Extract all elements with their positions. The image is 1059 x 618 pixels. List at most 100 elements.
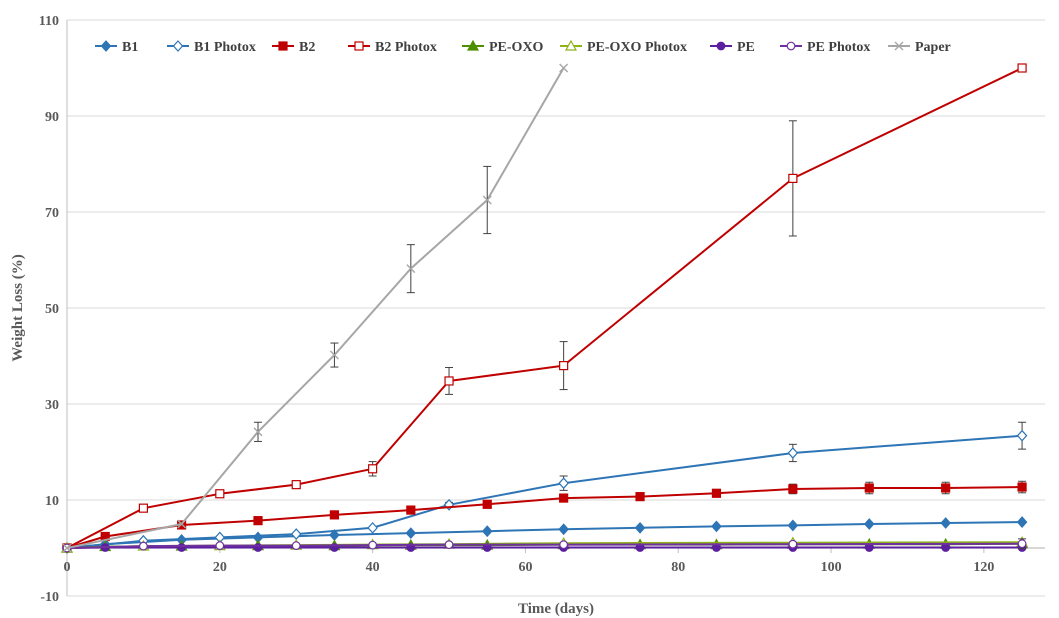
- legend-marker: [894, 41, 904, 51]
- data-point: [368, 464, 378, 474]
- data-point: [253, 427, 263, 437]
- data-point: [1016, 516, 1028, 528]
- data-point: [787, 447, 799, 459]
- legend-label: PE Photox: [807, 40, 870, 55]
- data-point: [635, 492, 645, 502]
- x-tick-label: 100: [821, 560, 842, 575]
- legend-label: PE-OXO: [489, 40, 544, 55]
- legend-label: PE: [737, 40, 755, 55]
- data-point: [711, 488, 722, 498]
- data-point: [482, 195, 492, 205]
- legend-marker: [354, 41, 364, 51]
- x-tick-label: 120: [973, 560, 994, 575]
- y-tick-label: 50: [45, 302, 59, 317]
- y-tick-label: 70: [45, 206, 59, 221]
- x-tick-label: 60: [518, 560, 532, 575]
- data-point: [329, 350, 339, 360]
- legend-label: Paper: [915, 40, 951, 55]
- data-point: [788, 484, 798, 494]
- legend-item: B1 Photox: [167, 40, 256, 55]
- data-point: [291, 480, 301, 490]
- legend-marker: [100, 40, 112, 52]
- x-tick-label: 40: [366, 560, 380, 575]
- data-point: [62, 543, 72, 553]
- y-tick-label: 90: [45, 110, 59, 125]
- data-point: [481, 525, 493, 538]
- legend-marker: [786, 41, 796, 51]
- data-point: [1016, 429, 1028, 442]
- legend-item: PE-OXO Photox: [560, 39, 687, 55]
- data-point: [482, 499, 492, 509]
- series-line: [66, 434, 1023, 549]
- x-axis-title: Time (days): [518, 601, 594, 617]
- legend-marker: [278, 41, 288, 51]
- series-lines: [60, 63, 1029, 554]
- data-point: [290, 528, 302, 540]
- data-point: [558, 477, 569, 490]
- data-point: [177, 519, 187, 529]
- data-point: [559, 493, 569, 503]
- data-point: [1017, 63, 1027, 73]
- series-b2-photox: [62, 63, 1027, 553]
- data-point: [444, 540, 454, 550]
- legend-label: B1 Photox: [194, 40, 256, 55]
- data-point: [406, 264, 416, 274]
- data-point: [367, 521, 378, 534]
- data-point: [558, 523, 569, 536]
- legend-marker: [172, 40, 184, 52]
- data-point: [559, 63, 569, 73]
- legend-item: B1: [95, 40, 138, 55]
- data-point: [139, 541, 148, 551]
- data-point: [788, 539, 798, 549]
- data-point: [406, 505, 416, 515]
- data-point: [253, 516, 263, 526]
- legend-marker: [716, 41, 726, 51]
- data-point: [405, 527, 417, 540]
- x-tick-label: 80: [671, 560, 685, 575]
- legend-label: B2 Photox: [375, 40, 437, 55]
- legend-item: PE Photox: [780, 40, 870, 55]
- data-point: [864, 483, 874, 493]
- y-axis-title: Weight Loss (%): [10, 254, 26, 362]
- data-point: [215, 541, 225, 550]
- data-point: [788, 173, 798, 183]
- legend-item: Paper: [888, 40, 951, 55]
- data-point: [941, 483, 951, 493]
- legend-label: B1: [122, 40, 138, 55]
- data-point: [940, 517, 951, 529]
- data-point: [291, 541, 301, 550]
- x-tick-label: 0: [64, 560, 71, 575]
- data-point: [368, 540, 378, 550]
- data-point: [634, 521, 646, 534]
- y-tick-label: 110: [39, 14, 59, 29]
- legend-marker: [466, 39, 480, 51]
- gridlines: [67, 19, 1045, 597]
- legend-item: PE-OXO: [462, 39, 544, 55]
- series-line: [66, 486, 1023, 549]
- data-point: [711, 520, 722, 533]
- data-point: [559, 361, 569, 371]
- data-point: [1017, 539, 1027, 549]
- data-point: [559, 540, 569, 550]
- axes: -10 10 30 50 70 90 110 0 20 40 60 80 100 120: [39, 14, 1045, 605]
- legend-item: B2: [272, 40, 315, 55]
- series-line: [66, 546, 1023, 549]
- data-point: [863, 518, 875, 530]
- series-paper: [62, 63, 569, 553]
- y-tick-label: 30: [45, 398, 59, 413]
- data-point: [215, 489, 225, 499]
- data-point: [1017, 482, 1027, 492]
- data-point: [444, 376, 454, 386]
- legend-item: PE: [710, 40, 755, 55]
- y-tick-label: 10: [45, 494, 59, 509]
- y-tick-label: -10: [40, 590, 59, 605]
- series-b2: [62, 480, 1027, 553]
- legend-marker: [564, 39, 578, 51]
- legend-item: B2 Photox: [348, 40, 437, 55]
- legend: B1 B1 Photox B2 B2 Photox PE-OXO PE-OXO Photo…: [95, 39, 951, 55]
- data-point: [787, 519, 799, 532]
- series-pe-photox: [62, 538, 1027, 553]
- x-tick-label: 20: [213, 560, 227, 575]
- legend-label: B2: [299, 40, 315, 55]
